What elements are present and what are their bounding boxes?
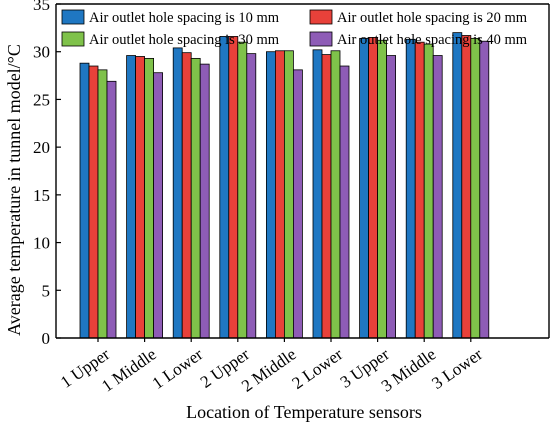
bar-2-5 [274, 50, 285, 339]
bar-1-1 [79, 62, 90, 339]
legend-swatch-2 [309, 9, 333, 25]
bar-3-2 [144, 57, 155, 339]
x-axis-title: Location of Temperature sensors [186, 402, 422, 422]
y-tick-label-35: 35 [33, 0, 50, 14]
bar-2-7 [368, 37, 379, 339]
bar-3-8 [423, 43, 434, 339]
bar-3-7 [377, 39, 388, 339]
bars-layer [79, 32, 490, 339]
bar-3-4 [237, 41, 248, 339]
bar-2-6 [321, 54, 332, 339]
bar-2-4 [228, 36, 239, 339]
legend-swatch-3 [61, 31, 85, 47]
legend: Air outlet hole spacing is 10 mm Air outl… [61, 9, 528, 48]
bar-1-9 [452, 32, 463, 339]
y-tick-label-0: 0 [42, 329, 51, 348]
bar-2-3 [181, 52, 192, 339]
bar-4-9 [479, 40, 490, 339]
bar-4-2 [153, 72, 164, 339]
bar-4-4 [246, 53, 257, 339]
bar-3-1 [97, 69, 108, 339]
bar-3-6 [330, 50, 341, 339]
legend-label-2: Air outlet hole spacing is 20 mm [337, 10, 528, 26]
bar-2-1 [88, 65, 99, 339]
bar-4-8 [432, 55, 443, 339]
bar-1-8 [405, 38, 416, 339]
legend-label-4: Air outlet hole spacing is 40 mm [337, 32, 528, 48]
bar-1-6 [312, 49, 323, 339]
bar-1-7 [359, 37, 370, 339]
y-tick-label-10: 10 [33, 234, 50, 253]
bar-4-6 [339, 65, 350, 339]
bar-4-3 [199, 63, 210, 339]
bar-2-2 [135, 56, 146, 339]
bar-2-9 [461, 35, 472, 339]
y-axis-title: Average temperature in tunnel model/°C [4, 44, 24, 336]
bar-3-9 [470, 37, 481, 339]
bar-1-4 [219, 36, 230, 339]
bar-3-3 [190, 57, 201, 339]
legend-label-1: Air outlet hole spacing is 10 mm [89, 10, 280, 26]
legend-label-3: Air outlet hole spacing is 30 mm [89, 32, 280, 48]
bar-3-5 [283, 50, 294, 339]
bar-1-5 [265, 51, 276, 339]
y-tick-label-25: 25 [33, 90, 50, 109]
bar-2-8 [414, 41, 425, 339]
bar-4-1 [106, 80, 117, 339]
y-tick-label-20: 20 [33, 138, 50, 157]
y-tick-label-5: 5 [42, 281, 51, 300]
y-tick-label-15: 15 [33, 186, 50, 205]
x-tick-label-3: 1 Lower [149, 344, 207, 393]
y-tick-label-30: 30 [33, 43, 50, 62]
x-tick-label-9: 3 Lower [428, 344, 486, 393]
legend-swatch-4 [309, 31, 333, 47]
bar-1-2 [126, 55, 136, 339]
bar-4-5 [292, 69, 303, 339]
axes-layer [55, 3, 550, 339]
bar-1-3 [172, 47, 183, 339]
legend-swatch-1 [61, 9, 85, 25]
x-tick-label-6: 2 Lower [288, 344, 346, 393]
bar-4-7 [386, 55, 397, 339]
